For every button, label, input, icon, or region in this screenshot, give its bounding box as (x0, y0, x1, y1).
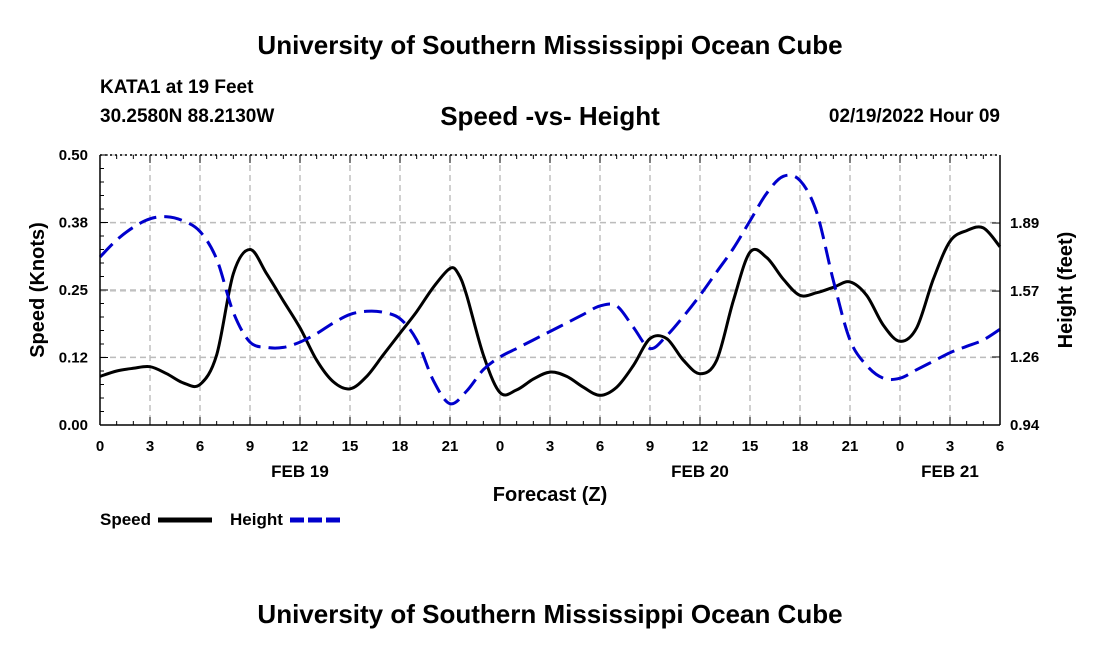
grid-lines (100, 154, 1000, 425)
height-series-line (98, 173, 1001, 406)
x-tick-label: 3 (146, 438, 154, 455)
coordinates-label: 30.2580N 88.2130W (100, 106, 275, 127)
y-left-tick-label: 0.00 (59, 417, 88, 434)
forecast-datetime: 02/19/2022 Hour 09 (828, 106, 1000, 127)
page-title: University of Southern Mississippi Ocean… (257, 30, 843, 60)
y-right-tick-label: 1.57 (1010, 283, 1039, 300)
station-label: KATA1 at 19 Feet (100, 77, 254, 98)
legend: Speed Height (100, 510, 344, 529)
x-tick-label: 21 (842, 438, 859, 455)
x-tick-label: 0 (496, 438, 504, 455)
x-tick-label: 3 (946, 438, 954, 455)
date-label: FEB 19 (271, 462, 329, 481)
y-left-tick-label: 0.50 (59, 147, 88, 164)
x-tick-label: 3 (546, 438, 554, 455)
y-right-tick-label: 1.26 (1010, 349, 1039, 366)
x-tick-label: 0 (896, 438, 904, 455)
x-tick-label: 15 (342, 438, 359, 455)
x-axis-title: Forecast (Z) (493, 484, 607, 506)
speed-series-line (99, 225, 1002, 397)
axes: 0 3 6 9 12 15 18 21 0 3 6 9 12 15 18 21 0 3 6 FEB 19 FEB 20 F… (27, 147, 1077, 506)
x-tick-label: 9 (246, 438, 254, 455)
y-right-axis-title: Height (feet) (1055, 232, 1077, 349)
x-tick-label: 6 (996, 438, 1004, 455)
x-tick-label: 21 (442, 438, 459, 455)
y-left-tick-label: 0.12 (59, 350, 88, 367)
x-tick-label: 9 (646, 438, 654, 455)
x-tick-label: 6 (196, 438, 204, 455)
x-tick-label: 12 (692, 438, 709, 455)
series-lines (98, 173, 1002, 406)
x-tick-label: 15 (742, 438, 759, 455)
footer-title: University of Southern Mississippi Ocean… (257, 599, 843, 629)
y-left-tick-label: 0.38 (59, 215, 88, 232)
date-label: FEB 21 (921, 462, 979, 481)
y-right-tick-label: 1.89 (1010, 215, 1039, 232)
date-label: FEB 20 (671, 462, 729, 481)
chart-subtitle: Speed -vs- Height (440, 101, 660, 131)
x-tick-label: 0 (96, 438, 104, 455)
y-right-tick-label: 0.94 (1010, 417, 1040, 434)
x-tick-label: 12 (292, 438, 309, 455)
x-tick-label: 18 (392, 438, 409, 455)
y-left-tick-label: 0.25 (59, 282, 88, 299)
legend-label-speed: Speed (100, 510, 151, 529)
x-tick-label: 6 (596, 438, 604, 455)
y-left-axis-title: Speed (Knots) (27, 222, 49, 358)
x-tick-label: 18 (792, 438, 809, 455)
legend-label-height: Height (230, 510, 283, 529)
